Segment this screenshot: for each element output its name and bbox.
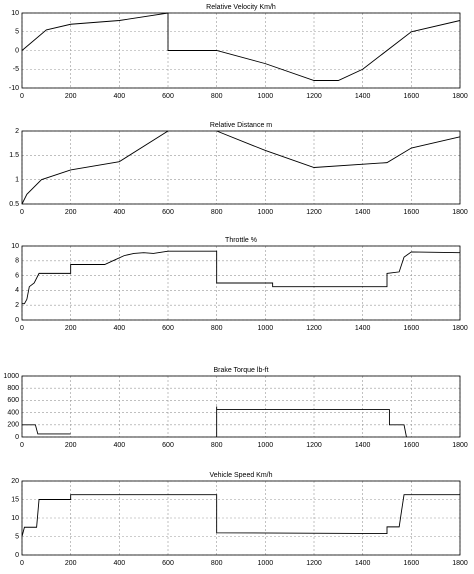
x-tick-label: 1600 — [404, 325, 420, 332]
y-tick-label: 1000 — [3, 373, 19, 380]
x-tick-label: 1000 — [258, 209, 274, 216]
x-tick-label: 200 — [65, 442, 77, 449]
y-tick-label: 20 — [11, 478, 19, 485]
x-tick-label: 200 — [65, 209, 77, 216]
data-line — [21, 494, 460, 537]
y-tick-label: 400 — [7, 409, 19, 416]
x-tick-label: 1400 — [355, 560, 371, 567]
y-tick-label: 0 — [15, 434, 19, 441]
data-line — [21, 130, 461, 205]
x-tick-label: 0 — [20, 442, 24, 449]
x-tick-label: 200 — [65, 93, 77, 100]
x-tick-label: 1200 — [306, 209, 322, 216]
x-tick-label: 1800 — [452, 209, 468, 216]
x-tick-label: 1600 — [404, 209, 420, 216]
x-tick-label: 1800 — [452, 325, 468, 332]
x-tick-label: 1400 — [355, 209, 371, 216]
y-tick-label: 0 — [15, 317, 19, 324]
x-tick-label: 400 — [113, 442, 125, 449]
x-tick-label: 600 — [162, 560, 174, 567]
plot-frame — [21, 480, 461, 556]
x-tick-label: 1600 — [404, 93, 420, 100]
y-tick-label: 4 — [15, 287, 19, 294]
x-tick-label: 800 — [211, 209, 223, 216]
data-line — [22, 250, 461, 305]
y-tick-label: 0.5 — [9, 201, 19, 208]
y-tick-label: 5 — [15, 29, 19, 36]
data-line — [21, 12, 461, 81]
y-tick-label: -5 — [13, 66, 19, 73]
x-tick-label: 1000 — [258, 560, 274, 567]
x-tick-label: 1800 — [452, 560, 468, 567]
x-tick-label: 800 — [211, 560, 223, 567]
chart-title: Vehicle Speed Km/h — [209, 472, 272, 479]
x-tick-label: 1800 — [452, 93, 468, 100]
x-tick-label: 1000 — [258, 325, 274, 332]
x-tick-label: 1400 — [355, 93, 371, 100]
x-tick-label: 600 — [162, 93, 174, 100]
y-tick-label: 10 — [11, 10, 19, 17]
x-tick-label: 0 — [20, 325, 24, 332]
y-tick-label: 15 — [11, 496, 19, 503]
x-tick-label: 0 — [20, 93, 24, 100]
x-tick-label: 600 — [162, 442, 174, 449]
x-tick-label: 800 — [211, 442, 223, 449]
y-tick-label: -10 — [9, 85, 19, 92]
x-tick-label: 1200 — [306, 325, 322, 332]
x-tick-label: 1600 — [404, 442, 420, 449]
x-tick-label: 1800 — [452, 442, 468, 449]
y-tick-label: 10 — [11, 243, 19, 250]
y-tick-label: 5 — [15, 533, 19, 540]
chart-title: Throttle % — [225, 237, 257, 244]
data-line — [22, 406, 407, 438]
chart-title: Brake Torque lb-ft — [213, 367, 268, 374]
plot-frame — [21, 245, 461, 321]
x-tick-label: 1200 — [306, 93, 322, 100]
y-tick-label: 0 — [15, 552, 19, 559]
y-tick-label: 2 — [15, 302, 19, 309]
x-tick-label: 600 — [162, 325, 174, 332]
y-tick-label: 1.5 — [9, 152, 19, 159]
x-tick-label: 800 — [211, 325, 223, 332]
x-tick-label: 400 — [113, 560, 125, 567]
x-tick-label: 1400 — [355, 442, 371, 449]
y-tick-label: 0 — [15, 47, 19, 54]
y-tick-label: 200 — [7, 422, 19, 429]
x-tick-label: 400 — [113, 209, 125, 216]
y-tick-label: 600 — [7, 397, 19, 404]
y-tick-label: 8 — [15, 258, 19, 265]
y-tick-label: 6 — [15, 272, 19, 279]
x-tick-label: 400 — [113, 325, 125, 332]
x-tick-label: 200 — [65, 325, 77, 332]
x-tick-label: 0 — [20, 209, 24, 216]
x-tick-label: 400 — [113, 93, 125, 100]
x-tick-label: 200 — [65, 560, 77, 567]
x-tick-label: 1000 — [258, 93, 274, 100]
y-tick-label: 800 — [7, 385, 19, 392]
x-tick-label: 1600 — [404, 560, 420, 567]
x-tick-label: 1200 — [306, 560, 322, 567]
x-tick-label: 1400 — [355, 325, 371, 332]
y-tick-label: 10 — [11, 515, 19, 522]
x-tick-label: 0 — [20, 560, 24, 567]
plot-frame — [21, 130, 461, 205]
x-tick-label: 1000 — [258, 442, 274, 449]
plot-frame — [21, 375, 461, 438]
x-tick-label: 1200 — [306, 442, 322, 449]
chart-title: Relative Distance m — [210, 122, 272, 129]
y-tick-label: 2 — [15, 128, 19, 135]
x-tick-label: 600 — [162, 209, 174, 216]
x-tick-label: 800 — [211, 93, 223, 100]
y-tick-label: 1 — [15, 177, 19, 184]
chart-title: Relative Velocity Km/h — [206, 4, 276, 11]
